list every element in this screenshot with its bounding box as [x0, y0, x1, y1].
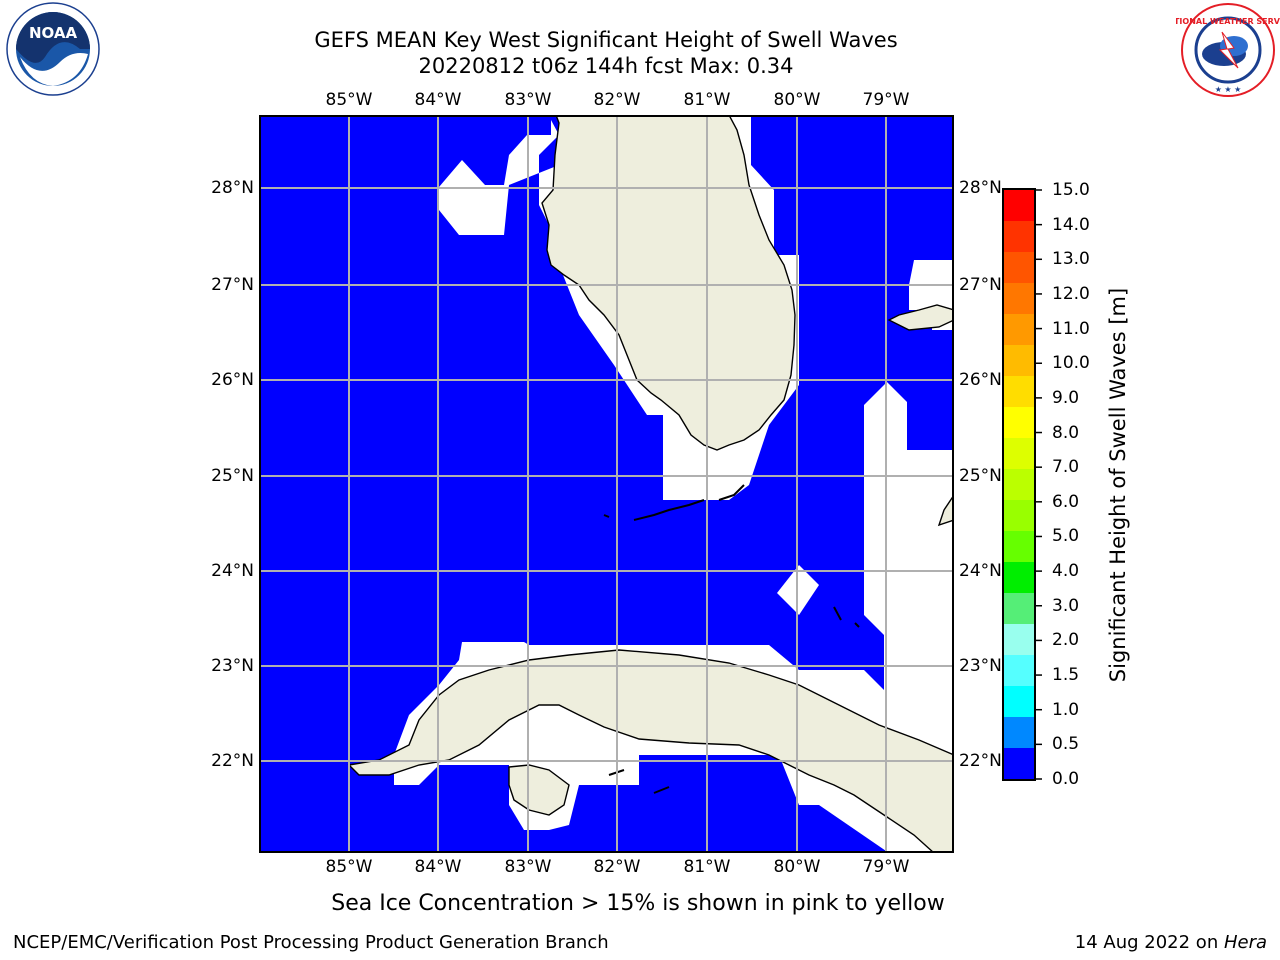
- colorbar-tick-label: 0.5: [1052, 734, 1080, 755]
- graticule: [259, 115, 954, 853]
- sea-ice-note: Sea Ice Concentration > 15% is shown in …: [331, 891, 945, 916]
- lat-label-left: 26°N: [211, 370, 254, 390]
- svg-text:★ ★ ★: ★ ★ ★: [1215, 85, 1242, 94]
- colorbar-tick-label: 11.0: [1052, 318, 1090, 339]
- colorbar-tick-label: 7.0: [1052, 457, 1080, 478]
- colorbar-segment: [1003, 376, 1035, 408]
- footer-credit: NCEP/EMC/Verification Post Processing Pr…: [13, 932, 609, 953]
- colorbar-segment: [1003, 562, 1035, 594]
- colorbar-tick-label: 8.0: [1052, 422, 1080, 443]
- noaa-logo-text: NOAA: [29, 24, 78, 42]
- lat-label-right: 28°N: [959, 178, 1002, 198]
- colorbar-segment: [1003, 252, 1035, 284]
- colorbar-tick-label: 12.0: [1052, 283, 1090, 304]
- colorbar: [1002, 188, 1042, 781]
- lon-label-top: 83°W: [504, 90, 552, 110]
- lat-label-right: 22°N: [959, 751, 1002, 771]
- lon-label-top: 85°W: [325, 90, 373, 110]
- lat-label-right: 24°N: [959, 561, 1002, 581]
- colorbar-segment: [1003, 469, 1035, 501]
- colorbar-segment: [1003, 748, 1035, 780]
- lon-label-top: 84°W: [414, 90, 462, 110]
- footer-machine: Hera: [1223, 932, 1267, 953]
- colorbar-tick-label: 13.0: [1052, 249, 1090, 270]
- colorbar-tick-label: 1.5: [1052, 665, 1080, 686]
- lon-label-top: 81°W: [683, 90, 731, 110]
- andros-island: [937, 493, 954, 527]
- colorbar-tick-label: 2.0: [1052, 630, 1080, 651]
- florida-peninsula: [541, 115, 796, 451]
- lon-label-bottom: 83°W: [504, 857, 552, 877]
- colorbar-segment: [1003, 407, 1035, 439]
- lat-label-right: 26°N: [959, 370, 1002, 390]
- lat-label-left: 22°N: [211, 751, 254, 771]
- florida-keys: [603, 484, 860, 794]
- lon-label-bottom: 85°W: [325, 857, 373, 877]
- lat-label-left: 27°N: [211, 275, 254, 295]
- grand-bahama: [887, 304, 954, 331]
- colorbar-tick-label: 6.0: [1052, 491, 1080, 512]
- lon-label-bottom: 79°W: [862, 857, 910, 877]
- lat-label-left: 23°N: [211, 656, 254, 676]
- footer-date: 14 Aug 2022 on Hera: [1075, 932, 1267, 954]
- lat-label-right: 23°N: [959, 656, 1002, 676]
- lon-label-top: 82°W: [593, 90, 641, 110]
- colorbar-tick-label: 9.0: [1052, 387, 1080, 408]
- lat-label-left: 25°N: [211, 466, 254, 486]
- colorbar-segment: [1003, 655, 1035, 687]
- lon-label-bottom: 80°W: [773, 857, 821, 877]
- colorbar-segment: [1003, 593, 1035, 625]
- colorbar-tick-label: 3.0: [1052, 595, 1080, 616]
- colorbar-segment: [1003, 283, 1035, 315]
- lat-label-left: 28°N: [211, 178, 254, 198]
- noaa-logo: NOAA: [6, 2, 100, 96]
- map-frame: [259, 115, 954, 853]
- map-panel: [259, 115, 954, 853]
- colorbar-tick-label: 4.0: [1052, 561, 1080, 582]
- lon-label-bottom: 81°W: [683, 857, 731, 877]
- nws-logo-text: NATIONAL WEATHER SERVICE: [1176, 17, 1280, 26]
- lon-label-top: 79°W: [862, 90, 910, 110]
- lat-label-right: 25°N: [959, 466, 1002, 486]
- colorbar-segment: [1003, 686, 1035, 718]
- lat-label-left: 24°N: [211, 561, 254, 581]
- colorbar-tick-label: 5.0: [1052, 526, 1080, 547]
- colorbar-segment: [1003, 717, 1035, 749]
- colorbar-segment: [1003, 500, 1035, 532]
- lon-label-bottom: 82°W: [593, 857, 641, 877]
- colorbar-tick-label: 0.0: [1052, 769, 1080, 789]
- colorbar-segment: [1003, 345, 1035, 377]
- colorbar-tick-label: 1.0: [1052, 699, 1080, 720]
- cuba: [347, 649, 954, 853]
- colorbar-segment: [1003, 221, 1035, 253]
- isla-de-la-juventud: [508, 764, 570, 816]
- nws-logo: NATIONAL WEATHER SERVICE ★ ★ ★: [1176, 3, 1280, 97]
- colorbar-segment: [1003, 314, 1035, 346]
- colorbar-segment: [1003, 624, 1035, 656]
- lon-label-top: 80°W: [773, 90, 821, 110]
- footer-date-text: 14 Aug 2022 on: [1074, 932, 1224, 953]
- lat-label-right: 27°N: [959, 275, 1002, 295]
- chart-title: GEFS MEAN Key West Significant Height of…: [314, 28, 898, 52]
- colorbar-label: Significant Height of Swell Waves [m]: [1106, 287, 1130, 683]
- chart-subtitle: 20220812 t06z 144h fcst Max: 0.34: [418, 54, 794, 78]
- colorbar-segment: [1003, 438, 1035, 470]
- colorbar-segment: [1003, 190, 1035, 222]
- colorbar-tick-label: 15.0: [1052, 180, 1090, 200]
- land: [347, 115, 954, 853]
- colorbar-segment: [1003, 531, 1035, 563]
- lon-label-bottom: 84°W: [414, 857, 462, 877]
- colorbar-tick-label: 10.0: [1052, 353, 1090, 374]
- colorbar-tick-label: 14.0: [1052, 214, 1090, 235]
